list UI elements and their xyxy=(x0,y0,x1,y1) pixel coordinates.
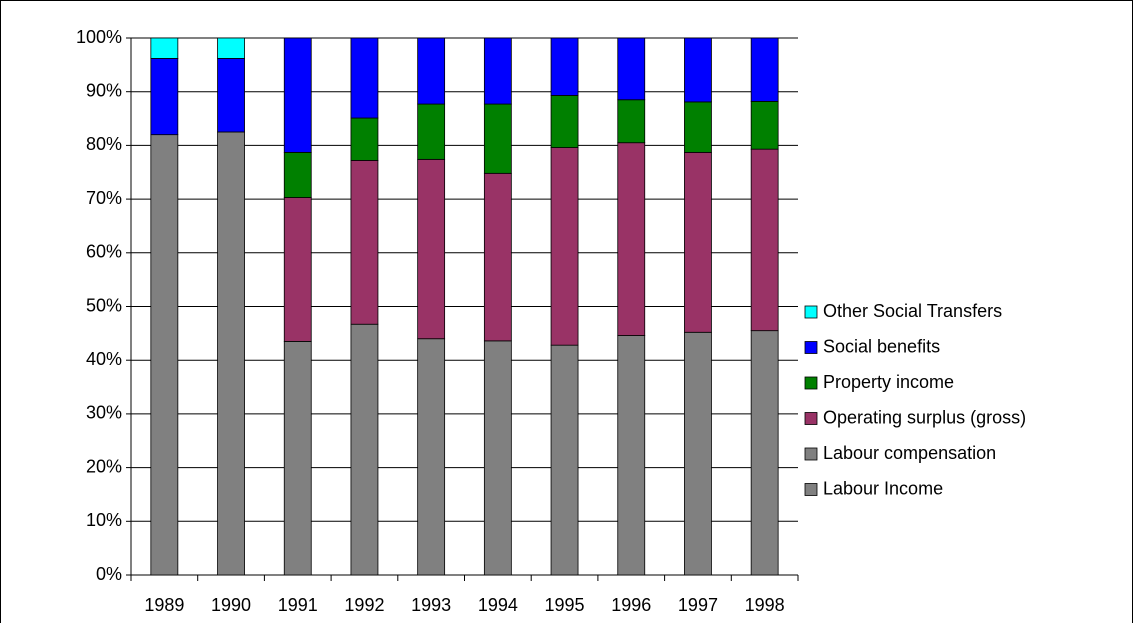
bar-segment xyxy=(150,37,179,59)
y-tick-label: 10% xyxy=(86,510,122,530)
bar-segment xyxy=(750,148,779,332)
bar-segment xyxy=(417,37,446,105)
bar-segment xyxy=(417,158,446,340)
x-tick-label: 1995 xyxy=(545,595,585,615)
bar-segment xyxy=(550,95,579,148)
x-tick-label: 1991 xyxy=(278,595,318,615)
legend-swatch xyxy=(804,412,818,425)
x-tick-label: 1989 xyxy=(144,595,184,615)
bar-segment xyxy=(750,100,779,150)
y-tick-label: 50% xyxy=(86,295,122,315)
legend-label: Property income xyxy=(823,372,954,392)
legend-label: Social benefits xyxy=(823,336,940,356)
x-tick-label: 1998 xyxy=(745,595,785,615)
legend-swatch xyxy=(804,483,818,496)
legend-label: Operating surplus (gross) xyxy=(823,407,1026,427)
legend-label: Labour Income xyxy=(823,478,943,498)
legend-swatch xyxy=(804,376,818,390)
bar-segment xyxy=(550,37,579,96)
bar-segment xyxy=(617,99,646,144)
x-tick-label: 1993 xyxy=(411,595,451,615)
y-tick-label: 40% xyxy=(86,349,122,369)
bar-segment xyxy=(684,101,712,153)
bar-segment xyxy=(350,160,379,325)
bar-segment xyxy=(550,147,579,346)
legend-swatch xyxy=(804,447,818,461)
bar-segment xyxy=(283,197,312,342)
bar-segment xyxy=(483,103,512,174)
bar-segment xyxy=(350,117,379,161)
x-tick-label: 1992 xyxy=(344,595,384,615)
y-tick-label: 20% xyxy=(86,456,122,476)
bar-segment xyxy=(684,151,712,333)
y-tick-label: 90% xyxy=(86,80,122,100)
bar-segment xyxy=(150,58,179,136)
bar-segment xyxy=(217,37,245,59)
bar-segment xyxy=(350,323,379,576)
bar-segment xyxy=(750,330,779,576)
bar-segment xyxy=(217,131,245,576)
bar-segment xyxy=(283,151,312,198)
bar-segment xyxy=(483,37,512,105)
bar-segment xyxy=(350,37,379,119)
bar-segment xyxy=(684,331,712,576)
y-tick-label: 70% xyxy=(86,188,122,208)
x-tick-label: 1996 xyxy=(611,595,651,615)
bar-segment xyxy=(283,341,312,576)
bar-segment xyxy=(417,103,446,160)
legend-swatch xyxy=(804,341,818,354)
x-tick-label: 1994 xyxy=(478,595,518,615)
bar-segment xyxy=(617,335,646,576)
y-tick-label: 60% xyxy=(86,242,122,262)
y-tick-label: 80% xyxy=(86,134,122,154)
bar-segment xyxy=(483,172,512,342)
y-tick-label: 0% xyxy=(96,564,122,584)
bar-segment xyxy=(550,344,579,576)
bar-segment xyxy=(217,58,245,133)
bar-segment xyxy=(750,37,779,102)
x-tick-label: 1997 xyxy=(678,595,718,615)
legend-swatch xyxy=(804,305,818,319)
x-tick-label: 1990 xyxy=(211,595,251,615)
bar-segment xyxy=(283,37,312,153)
legend-label: Other Social Transfers xyxy=(823,301,1002,321)
y-tick-label: 30% xyxy=(86,403,122,423)
bar-segment xyxy=(483,340,512,576)
bar-segment xyxy=(617,37,646,101)
bar-segment xyxy=(417,338,446,576)
bar-segment xyxy=(150,134,179,576)
y-tick-label: 100% xyxy=(76,27,122,47)
legend-label: Labour compensation xyxy=(823,443,996,463)
bar-segment xyxy=(617,142,646,336)
bar-segment xyxy=(684,37,712,103)
